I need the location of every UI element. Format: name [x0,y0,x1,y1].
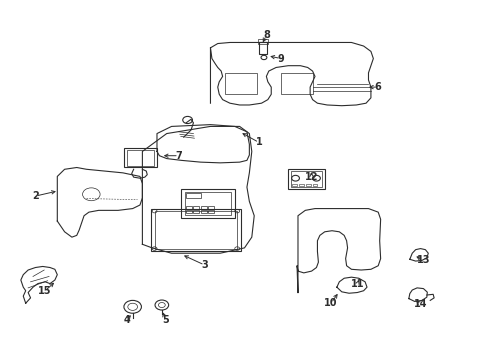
Bar [305,184,310,186]
Text: 15: 15 [39,286,52,296]
Bar [201,210,206,213]
Bar [312,184,317,186]
Bar [257,39,268,44]
Bar [151,208,241,251]
Bar [287,169,324,189]
Text: 4: 4 [123,315,130,325]
Bar [193,206,199,208]
Text: 13: 13 [416,255,429,265]
Text: 1: 1 [255,138,262,148]
Bar [298,184,303,186]
Text: 5: 5 [162,315,169,325]
Bar [207,210,213,213]
Text: 14: 14 [413,299,427,309]
Bar [201,206,206,208]
Bar [207,206,213,208]
Text: 12: 12 [304,172,318,183]
Text: 8: 8 [263,30,269,40]
Bar [181,189,234,217]
Text: 11: 11 [350,279,363,289]
Text: 6: 6 [374,82,381,92]
Bar [186,206,192,208]
Bar [281,73,312,94]
Bar [224,73,256,94]
Bar [290,171,322,187]
Bar [186,193,201,198]
Text: 3: 3 [201,260,207,270]
Text: 10: 10 [324,298,337,308]
Bar [185,192,231,215]
Bar [154,211,237,249]
Bar [193,210,199,213]
Bar [126,150,154,166]
Bar [186,210,192,213]
Text: 7: 7 [175,151,182,161]
Text: 9: 9 [277,54,284,64]
Bar [259,42,266,54]
Bar [291,184,296,186]
Text: 2: 2 [32,191,39,201]
Bar [123,148,157,167]
